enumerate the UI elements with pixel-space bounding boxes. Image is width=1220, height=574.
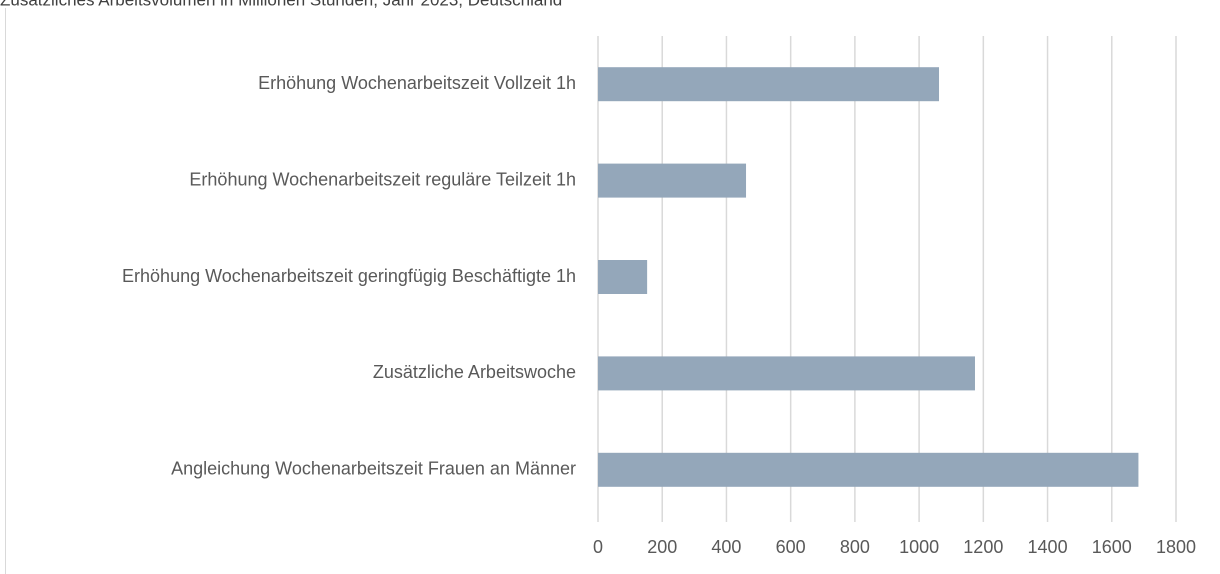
bar — [598, 260, 648, 294]
x-tick-label: 1200 — [963, 537, 1003, 557]
y-tick-label: Zusätzliche Arbeitswoche — [373, 362, 576, 382]
x-tick-label: 200 — [647, 537, 677, 557]
x-tick-label: 600 — [776, 537, 806, 557]
x-tick-label: 1400 — [1028, 537, 1068, 557]
bar — [598, 67, 940, 102]
x-tick-label: 400 — [711, 537, 741, 557]
bar — [598, 163, 747, 198]
y-tick-label: Erhöhung Wochenarbeitszeit geringfügig B… — [122, 266, 576, 286]
x-tick-label: 1800 — [1156, 537, 1196, 557]
x-tick-label: 1000 — [899, 537, 939, 557]
y-tick-label: Erhöhung Wochenarbeitszeit Vollzeit 1h — [258, 73, 576, 93]
chart-title: Zusätzliches Arbeitsvolumen in Millionen… — [0, 0, 562, 9]
y-tick-label: Erhöhung Wochenarbeitszeit reguläre Teil… — [189, 169, 576, 189]
bar — [598, 356, 975, 391]
bar — [598, 452, 1139, 487]
x-tick-label: 1600 — [1092, 537, 1132, 557]
x-tick-label: 800 — [840, 537, 870, 557]
x-tick-label: 0 — [593, 537, 603, 557]
y-tick-label: Angleichung Wochenarbeitszeit Frauen an … — [171, 459, 576, 479]
